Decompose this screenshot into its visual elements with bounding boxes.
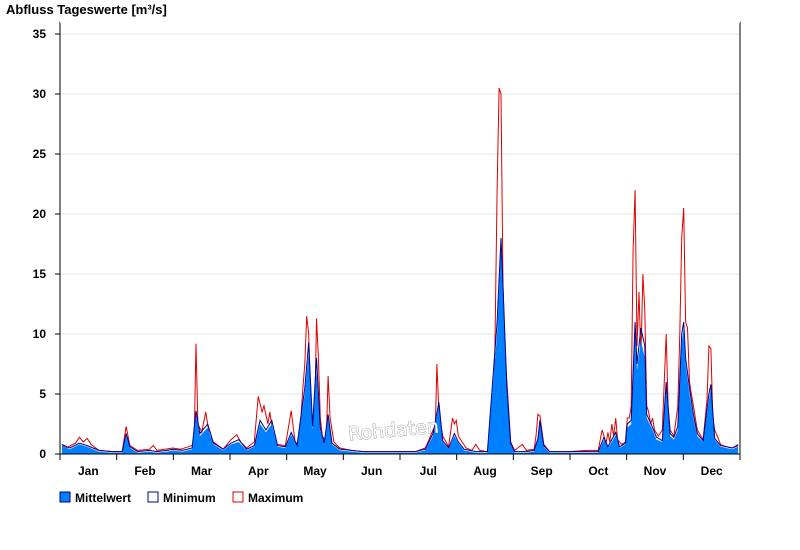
y-tick-label: 20 — [33, 207, 47, 221]
legend-swatch-maximum — [232, 491, 244, 503]
y-axis-ticks: 0 5 10 15 20 25 30 35 — [33, 27, 60, 461]
legend-swatch-minimum — [147, 491, 159, 503]
plot-area — [61, 87, 739, 454]
x-tick-label: Aug — [473, 464, 496, 478]
y-tick-label: 35 — [33, 27, 47, 41]
x-tick-label: Jul — [420, 464, 437, 478]
y-tick-label: 5 — [39, 387, 46, 401]
legend-label-maximum: Maximum — [248, 491, 303, 505]
x-tick-label: Apr — [248, 464, 269, 478]
x-tick-label: Nov — [644, 464, 667, 478]
legend-label-mean: Mittelwert — [75, 491, 131, 505]
y-tick-label: 15 — [33, 267, 47, 281]
chart-title: Abfluss Tageswerte [m³/s] — [6, 2, 167, 17]
legend: Mittelwert Minimum Maximum — [59, 491, 303, 505]
grid-lines — [60, 33, 740, 395]
x-tick-label: May — [303, 464, 327, 478]
y-tick-label: 0 — [39, 447, 46, 461]
x-tick-label: Mar — [191, 464, 213, 478]
x-tick-label: Feb — [134, 464, 155, 478]
legend-swatch-mean — [59, 491, 71, 503]
series-minimum-line — [61, 237, 739, 453]
watermark-label: Rohdaten — [347, 416, 439, 446]
x-tick-label: Oct — [588, 464, 608, 478]
x-tick-label: Dec — [701, 464, 723, 478]
x-tick-label: Sep — [531, 464, 553, 478]
y-tick-label: 30 — [33, 87, 47, 101]
x-tick-label: Jan — [78, 464, 99, 478]
x-tick-label: Jun — [361, 464, 382, 478]
legend-label-minimum: Minimum — [163, 491, 216, 505]
x-axis-ticks: Jan Feb Mar Apr May Jun Jul Aug Sep Oct Nov Dec — [59, 454, 741, 478]
y-tick-label: 10 — [33, 327, 47, 341]
y-tick-label: 25 — [33, 147, 47, 161]
